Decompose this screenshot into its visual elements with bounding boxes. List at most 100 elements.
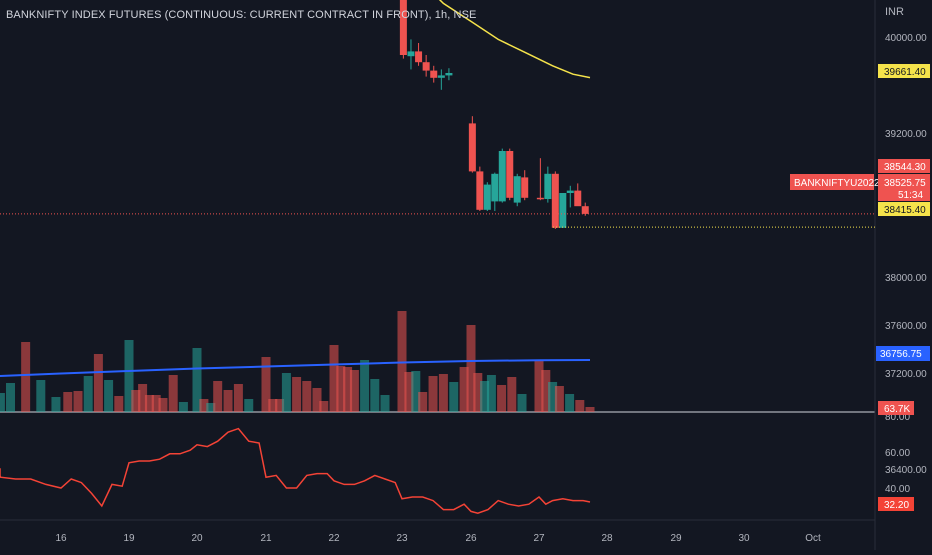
candle-body xyxy=(476,171,484,210)
time-tick-label: 16 xyxy=(55,533,67,544)
high-value-tag-bg xyxy=(878,159,930,173)
volume-bar xyxy=(360,360,370,412)
volume-tag-bg xyxy=(878,401,914,415)
time-tick-label: 26 xyxy=(465,533,477,544)
volume-bar xyxy=(575,400,585,412)
price-tick-label: 40000.00 xyxy=(885,33,927,44)
symbol-tag[interactable]: BANKNIFTYU2022 xyxy=(794,178,880,189)
candle-body xyxy=(574,190,582,207)
volume-bar xyxy=(404,372,414,412)
volume-bar xyxy=(319,401,329,412)
volume-bar xyxy=(83,376,93,412)
volume-bar xyxy=(459,367,469,412)
symbol-tag-bg[interactable] xyxy=(790,174,874,190)
volume-bar xyxy=(192,348,202,412)
volume-bar xyxy=(51,397,61,412)
volume-ma-tag: 36756.75 xyxy=(880,349,922,360)
ma-value-tag-bg xyxy=(878,64,930,78)
volume-bar xyxy=(517,394,527,412)
volume-bar xyxy=(585,407,595,412)
volume-bar xyxy=(21,342,31,412)
volume-bar xyxy=(178,402,188,412)
volume-bar xyxy=(349,370,359,412)
candle-body xyxy=(415,51,423,63)
candle-body xyxy=(445,73,453,76)
price-tick-label: 37600.00 xyxy=(885,321,927,332)
volume-bar xyxy=(138,384,148,412)
volume-bar xyxy=(233,384,243,412)
time-tick-label: 29 xyxy=(670,533,682,544)
volume-bar xyxy=(473,373,483,412)
high-value-tag: 38544.30 xyxy=(884,162,926,173)
volume-bar xyxy=(0,393,5,412)
candle-body xyxy=(422,62,430,71)
candle-body xyxy=(506,151,514,198)
rsi-value-tag: 32.20 xyxy=(884,500,909,511)
volume-bar xyxy=(6,383,15,412)
low-value-tag-bg xyxy=(878,202,930,216)
price-tick-label: 39200.00 xyxy=(885,129,927,140)
volume-bar xyxy=(213,381,223,412)
volume-bar xyxy=(93,354,103,412)
volume-ma-series xyxy=(0,359,591,377)
time-tick-label: 28 xyxy=(601,533,613,544)
candle-body xyxy=(468,123,476,172)
volume-bar xyxy=(36,380,46,412)
volume-ma-line xyxy=(0,359,591,377)
rsi-line xyxy=(0,427,591,514)
volume-bar xyxy=(199,399,209,412)
volume-bar xyxy=(281,373,291,412)
rsi-tick-label: 40.00 xyxy=(885,484,910,495)
volume-bar xyxy=(554,386,564,412)
volume-ma-tag-bg xyxy=(876,346,930,361)
volume-bar xyxy=(312,388,322,412)
candle-body xyxy=(566,190,574,193)
volume-bar xyxy=(223,390,233,412)
candle-body xyxy=(483,184,491,210)
candle-body xyxy=(551,173,559,228)
volume-bar xyxy=(292,377,302,412)
countdown-tag: 51:34 xyxy=(898,190,923,201)
volume-bar xyxy=(261,357,271,412)
candle-body xyxy=(437,75,445,78)
volume-bar xyxy=(336,366,346,412)
volume-bar xyxy=(411,371,421,412)
volume-bar xyxy=(480,381,490,412)
volume-bar xyxy=(63,392,73,412)
price-tick-label: 36400.00 xyxy=(885,465,927,476)
volume-bar xyxy=(114,396,124,412)
volume-bar xyxy=(428,376,438,412)
price-tick-label: 37200.00 xyxy=(885,369,927,380)
moving-average-series xyxy=(438,0,591,79)
volume-bar xyxy=(449,382,459,412)
chart-title[interactable]: BANKNIFTY INDEX FUTURES (CONTINUOUS: CUR… xyxy=(6,9,477,21)
volume-series xyxy=(0,311,595,412)
rsi-tick-label: 60.00 xyxy=(885,448,910,459)
time-tick-label: Oct xyxy=(805,533,821,544)
rsi-tick-label: 80.00 xyxy=(885,412,910,423)
volume-bar xyxy=(124,340,134,412)
volume-bar xyxy=(534,360,544,412)
time-tick-label: 20 xyxy=(191,533,203,544)
volume-tag: 63.7K xyxy=(884,404,910,415)
candle-body xyxy=(407,51,415,57)
volume-bar xyxy=(151,395,161,412)
volume-bar xyxy=(541,370,551,412)
low-value-tag: 38415.40 xyxy=(884,205,926,216)
volume-bar xyxy=(104,380,114,412)
candle-body xyxy=(491,173,499,202)
candle-body xyxy=(559,193,567,228)
candle-body xyxy=(536,197,544,200)
last-price-tag: 38525.75 xyxy=(884,178,926,189)
last-price-tag-bg xyxy=(878,174,930,201)
volume-bar xyxy=(486,375,496,412)
price-tags: 39661.40 38544.30 BANKNIFTYU2022 38525.7… xyxy=(790,64,930,511)
time-tick-label: 23 xyxy=(396,533,408,544)
volume-bar xyxy=(158,398,168,412)
volume-bar xyxy=(343,367,353,412)
volume-bar xyxy=(380,395,390,412)
currency-label: INR xyxy=(885,6,904,18)
rsi-value-tag-bg xyxy=(878,497,914,511)
